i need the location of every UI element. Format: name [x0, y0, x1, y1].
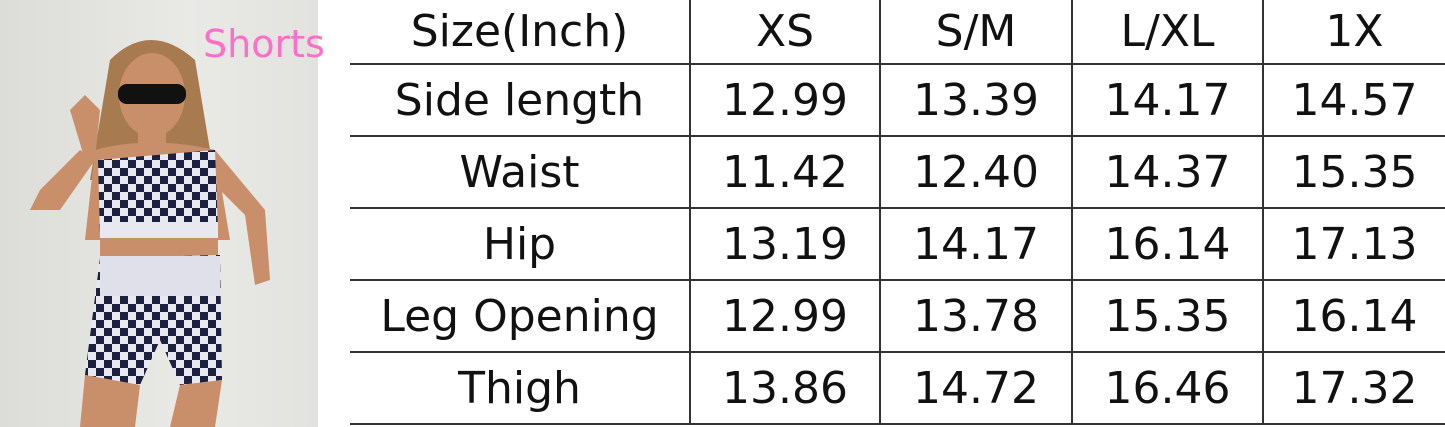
model-photo: [0, 0, 318, 427]
table-cell: 13.78: [879, 279, 1073, 353]
table-row: Waist 11.42 12.40 14.37 15.35: [350, 135, 1445, 209]
table-row: Hip 13.19 14.17 16.14 17.13: [350, 207, 1445, 281]
header-size: Size(Inch): [350, 0, 691, 65]
table-cell: 12.40: [879, 135, 1073, 209]
table-cell: 14.57: [1262, 63, 1445, 137]
table-cell: 13.39: [879, 63, 1073, 137]
table-row: Leg Opening 12.99 13.78 15.35 16.14: [350, 279, 1445, 353]
header-sm: S/M: [879, 0, 1073, 65]
table-cell: 17.13: [1262, 207, 1445, 281]
table-cell: 16.14: [1262, 279, 1445, 353]
row-label: Waist: [350, 135, 691, 209]
table-cell: 16.46: [1071, 351, 1264, 425]
table-cell: 14.17: [1071, 63, 1264, 137]
table-cell: 14.17: [879, 207, 1073, 281]
table-row: Side length 12.99 13.39 14.17 14.57: [350, 63, 1445, 137]
table-cell: 14.37: [1071, 135, 1264, 209]
header-1x: 1X: [1262, 0, 1445, 65]
table-cell: 11.42: [689, 135, 881, 209]
header-xs: XS: [689, 0, 881, 65]
table-cell: 17.32: [1262, 351, 1445, 425]
header-lxl: L/XL: [1071, 0, 1264, 65]
table-header-row: Size(Inch) XS S/M L/XL 1X: [350, 0, 1445, 65]
table-cell: 14.72: [879, 351, 1073, 425]
size-chart-table: Size(Inch) XS S/M L/XL 1X Side length 12…: [350, 0, 1445, 425]
table-cell: 12.99: [689, 279, 881, 353]
table-cell: 16.14: [1071, 207, 1264, 281]
row-label: Thigh: [350, 351, 691, 425]
row-label: Hip: [350, 207, 691, 281]
table-cell: 15.35: [1071, 279, 1264, 353]
table-cell: 13.19: [689, 207, 881, 281]
model-illustration: [30, 40, 270, 427]
row-label: Side length: [350, 63, 691, 137]
row-label: Leg Opening: [350, 279, 691, 353]
table-cell: 12.99: [689, 63, 881, 137]
table-cell: 13.86: [689, 351, 881, 425]
table-cell: 15.35: [1262, 135, 1445, 209]
product-title: Shorts: [203, 22, 325, 66]
table-row: Thigh 13.86 14.72 16.46 17.32: [350, 351, 1445, 425]
